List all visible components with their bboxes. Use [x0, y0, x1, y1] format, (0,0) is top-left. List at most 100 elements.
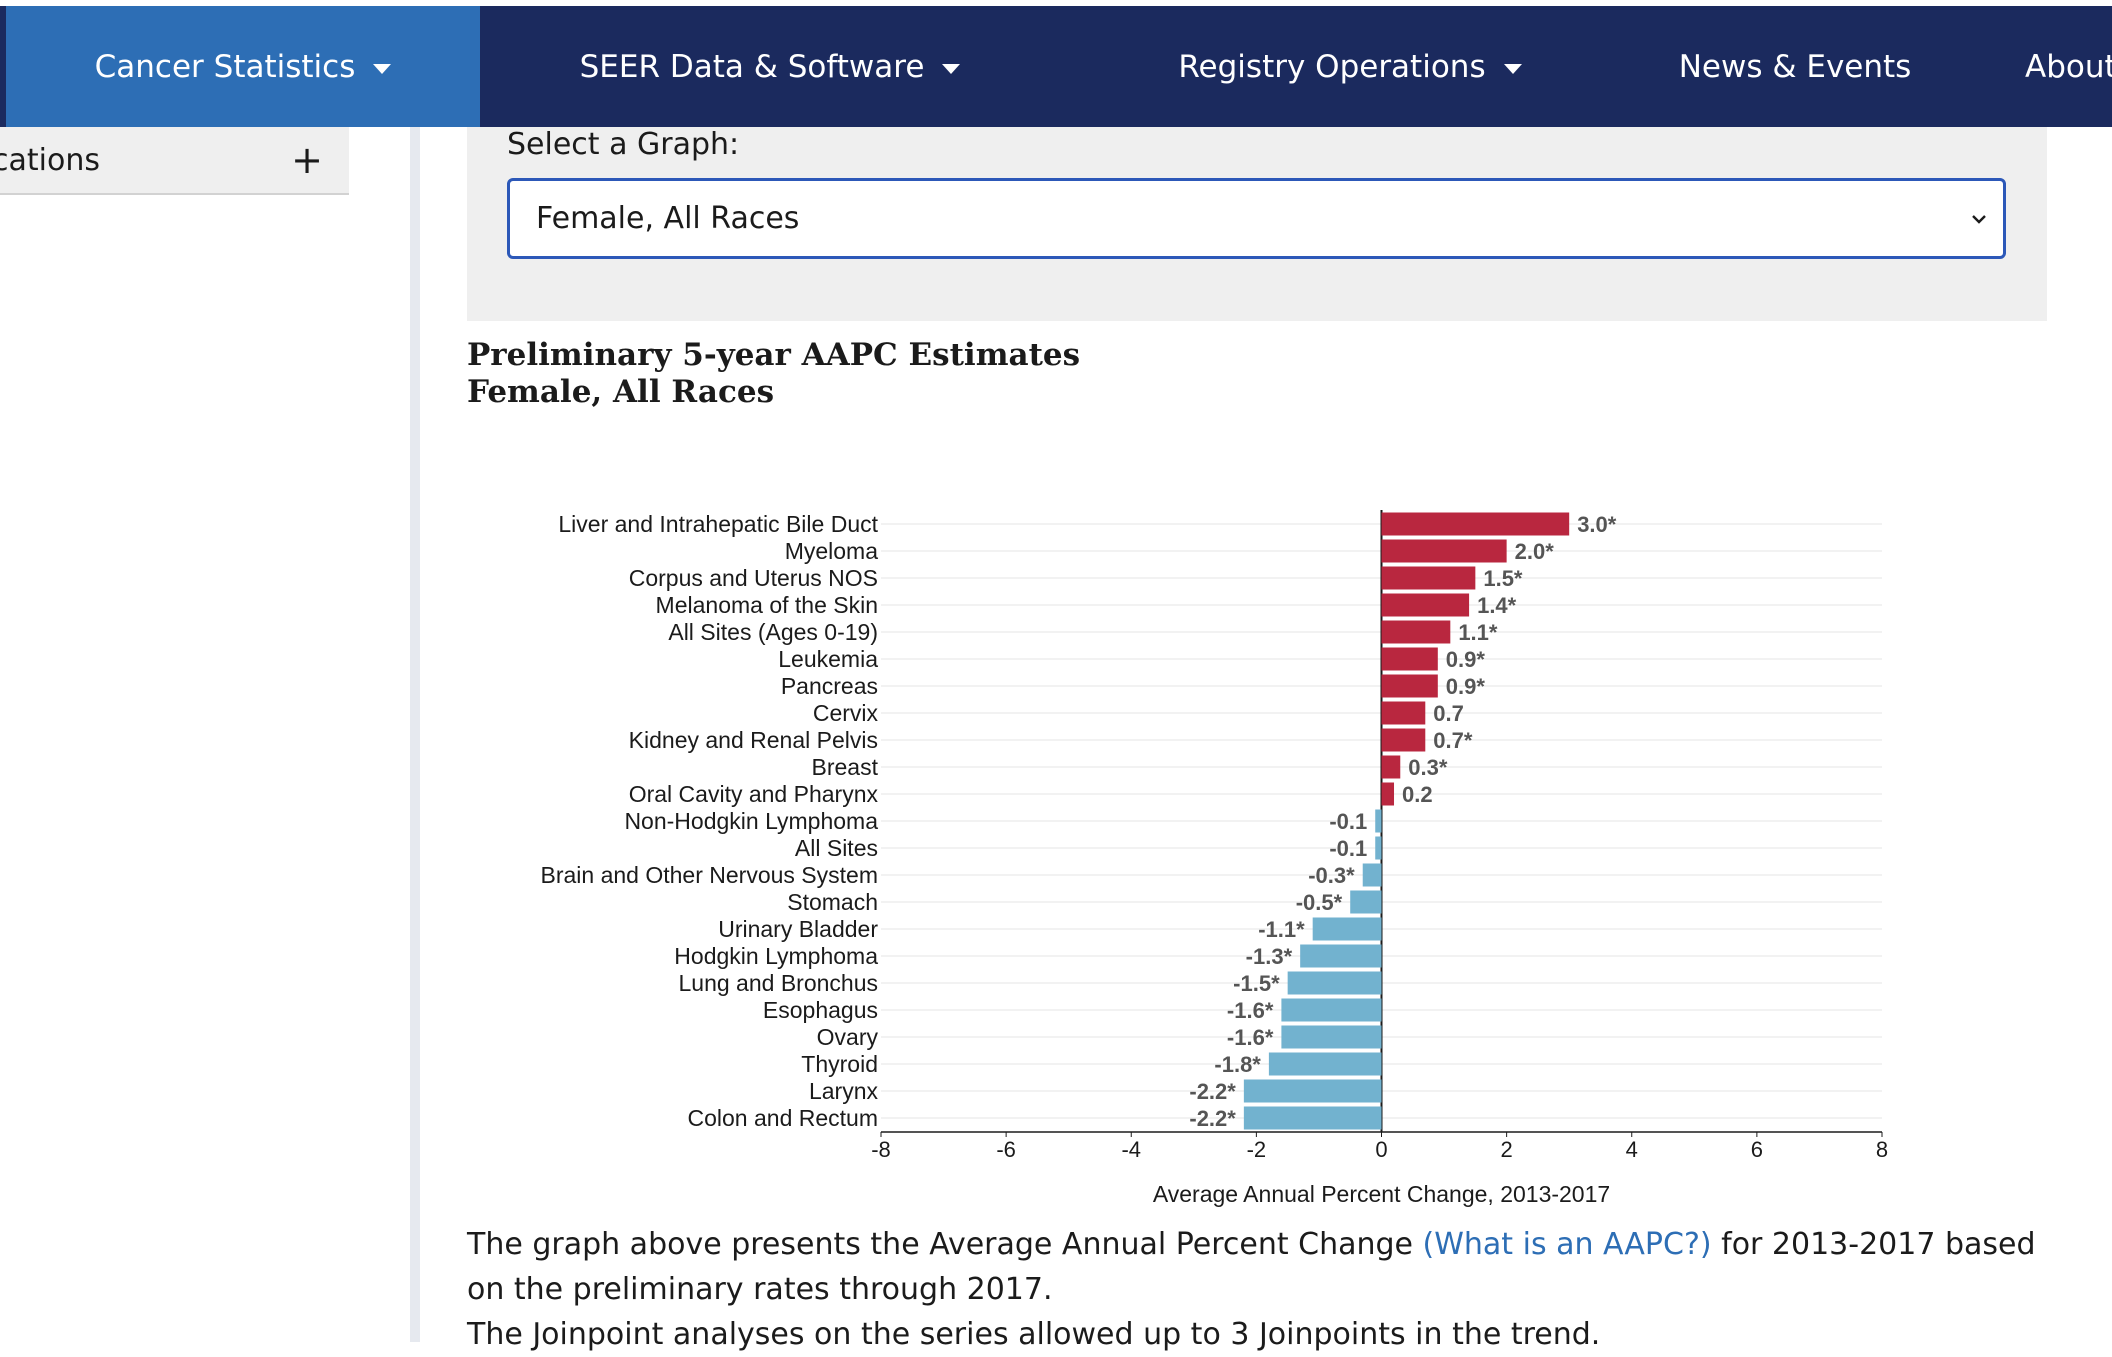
- category-label: Thyroid: [801, 1051, 878, 1077]
- chart-bar: [1381, 755, 1401, 779]
- select-graph-label: Select a Graph:: [507, 127, 740, 162]
- chart-bar: [1243, 1079, 1382, 1103]
- nav-label: News & Events: [1678, 48, 1912, 85]
- category-label: Cervix: [813, 700, 879, 726]
- main-navigation: Cancer Statistics SEER Data & Software R…: [0, 6, 2112, 127]
- value-label: -1.6*: [1227, 998, 1274, 1023]
- category-label: All Sites: [795, 835, 878, 861]
- value-label: -2.2*: [1189, 1106, 1236, 1131]
- value-label: -0.1: [1329, 809, 1367, 834]
- category-label: Lung and Bronchus: [679, 970, 879, 996]
- x-tick-label: 8: [1876, 1137, 1888, 1162]
- x-tick-label: 2: [1501, 1137, 1513, 1162]
- value-label: -2.2*: [1189, 1079, 1236, 1104]
- category-label: Liver and Intrahepatic Bile Duct: [558, 511, 878, 537]
- nav-registry-operations[interactable]: Registry Operations: [1178, 6, 1522, 127]
- nav-label: Registry Operations: [1178, 48, 1486, 85]
- value-label: -1.6*: [1227, 1025, 1274, 1050]
- x-tick-label: -8: [871, 1137, 891, 1162]
- value-label: -0.5*: [1296, 890, 1343, 915]
- what-is-aapc-link[interactable]: (What is an AAPC?): [1422, 1227, 1712, 1262]
- value-label: 0.9*: [1446, 674, 1486, 699]
- value-label: -1.3*: [1246, 944, 1293, 969]
- graph-selector-panel: Select a Graph: Female, All Races: [467, 127, 2047, 321]
- chart-bar: [1381, 566, 1476, 590]
- category-label: Oral Cavity and Pharynx: [629, 781, 879, 807]
- category-label: Esophagus: [763, 997, 878, 1023]
- graph-select-dropdown[interactable]: Female, All Races: [507, 178, 2006, 259]
- value-label: 1.5*: [1483, 566, 1523, 591]
- category-label: Non-Hodgkin Lymphoma: [624, 808, 878, 834]
- chart-bar: [1381, 593, 1470, 617]
- x-tick-label: 4: [1626, 1137, 1638, 1162]
- value-label: 0.2: [1402, 782, 1433, 807]
- value-label: 2.0*: [1515, 539, 1555, 564]
- value-label: -0.3*: [1308, 863, 1355, 888]
- category-label: Leukemia: [778, 646, 878, 672]
- chart-bar: [1375, 836, 1382, 860]
- chart-bar: [1381, 539, 1507, 563]
- aapc-bar-chart: Liver and Intrahepatic Bile Duct 3.0* Myel…: [541, 510, 1888, 1207]
- chart-bar: [1281, 1025, 1382, 1049]
- chart-title: Preliminary 5-year AAPC Estimates: [467, 337, 1081, 373]
- sidebar-item-publications[interactable]: cations +: [0, 127, 349, 195]
- value-label: -1.1*: [1258, 917, 1305, 942]
- chart-bar: [1381, 701, 1426, 725]
- content-left-border: [410, 127, 420, 1342]
- chart-bar: [1381, 512, 1570, 536]
- value-label: 1.4*: [1477, 593, 1517, 618]
- category-label: Urinary Bladder: [718, 916, 878, 942]
- nav-label: SEER Data & Software: [579, 48, 925, 85]
- description-text: The graph above presents the Average Ann…: [467, 1227, 1423, 1262]
- category-label: Pancreas: [781, 673, 878, 699]
- caret-down-icon: [373, 63, 392, 74]
- chart-bar: [1381, 620, 1451, 644]
- x-tick-label: -4: [1121, 1137, 1141, 1162]
- description-line-2: The Joinpoint analyses on the series all…: [467, 1317, 1601, 1352]
- value-label: -1.8*: [1214, 1052, 1261, 1077]
- nav-cancer-statistics[interactable]: Cancer Statistics: [6, 6, 480, 127]
- category-label: Stomach: [787, 889, 878, 915]
- chart-description: The graph above presents the Average Ann…: [467, 1222, 2067, 1357]
- value-label: 1.1*: [1458, 620, 1498, 645]
- caret-down-icon: [942, 63, 961, 74]
- x-axis-title: Average Annual Percent Change, 2013-2017: [1153, 1181, 1610, 1207]
- chart-bar: [1281, 998, 1382, 1022]
- expand-plus-icon[interactable]: +: [291, 138, 323, 182]
- chart-bar: [1362, 863, 1382, 887]
- value-label: 0.3*: [1408, 755, 1448, 780]
- chart-bar: [1381, 728, 1426, 752]
- category-label: Breast: [812, 754, 879, 780]
- nav-news-events[interactable]: News & Events: [1679, 6, 1912, 127]
- value-label: 0.7: [1433, 701, 1464, 726]
- chart-bar: [1381, 647, 1438, 671]
- value-label: -1.5*: [1233, 971, 1280, 996]
- category-label: Corpus and Uterus NOS: [629, 565, 878, 591]
- x-tick-label: -2: [1247, 1137, 1267, 1162]
- nav-label: Cancer Statistics: [94, 48, 356, 85]
- chart-bar: [1243, 1106, 1382, 1130]
- chart-bar: [1300, 944, 1382, 968]
- value-label: 3.0*: [1577, 512, 1617, 537]
- chart-bar: [1287, 971, 1382, 995]
- value-label: -0.1: [1329, 836, 1367, 861]
- graph-select-value: Female, All Races: [536, 201, 800, 236]
- sidebar-item-label: cations: [0, 142, 100, 178]
- x-tick-label: 0: [1375, 1137, 1387, 1162]
- category-label: Melanoma of the Skin: [656, 592, 878, 618]
- chart-bar: [1312, 917, 1382, 941]
- x-tick-label: 6: [1751, 1137, 1763, 1162]
- category-label: Larynx: [809, 1078, 879, 1104]
- category-label: All Sites (Ages 0-19): [668, 619, 878, 645]
- top-strip: [0, 0, 2112, 6]
- category-label: Myeloma: [785, 538, 879, 564]
- nav-about[interactable]: About: [2025, 6, 2112, 127]
- chart-bar: [1268, 1052, 1382, 1076]
- chart-bar: [1381, 674, 1438, 698]
- nav-label: About: [2025, 48, 2112, 85]
- chart-bar: [1375, 809, 1382, 833]
- category-label: Colon and Rectum: [688, 1105, 879, 1131]
- nav-seer-data-software[interactable]: SEER Data & Software: [580, 6, 961, 127]
- caret-down-icon: [1503, 63, 1522, 74]
- category-label: Hodgkin Lymphoma: [674, 943, 878, 969]
